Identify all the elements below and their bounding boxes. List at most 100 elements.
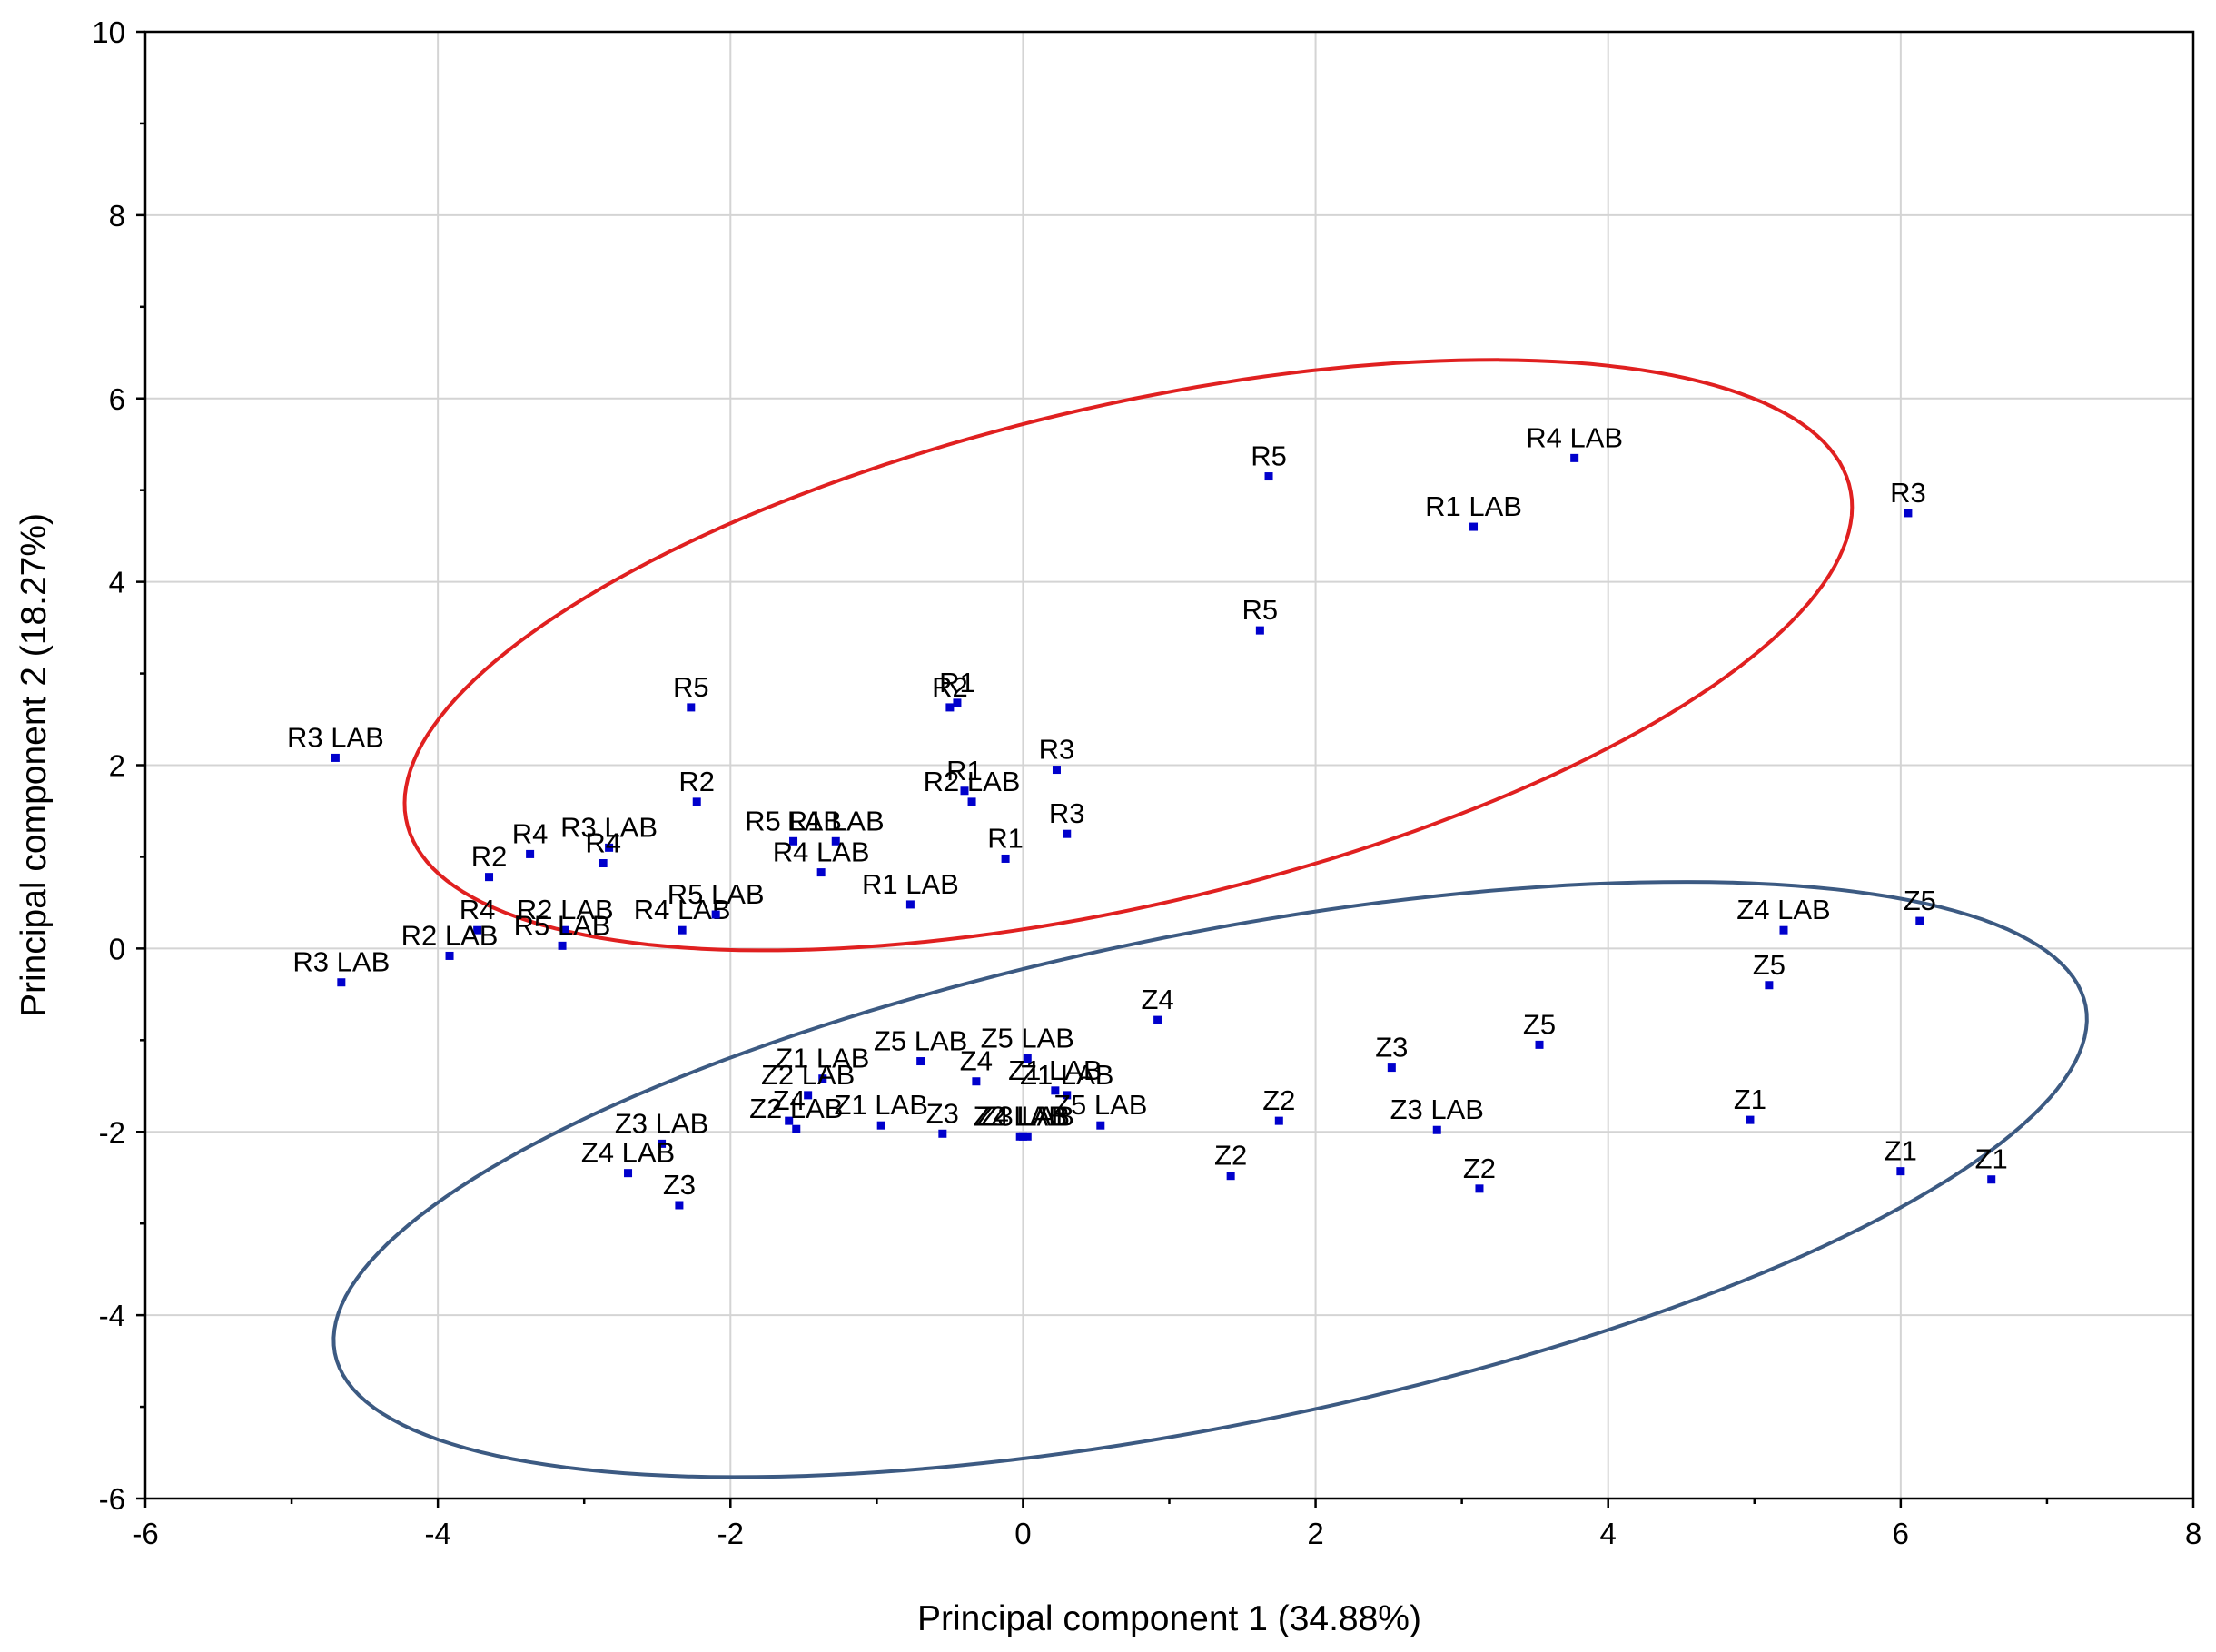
y-tick-label: -4 <box>99 1299 125 1332</box>
data-point <box>785 1116 794 1125</box>
data-point <box>1153 1015 1162 1024</box>
data-point-label: R3 <box>1890 477 1926 509</box>
data-point <box>473 925 482 935</box>
data-point <box>331 753 340 762</box>
data-point-label: Z5 LAB <box>874 1025 967 1057</box>
data-point-label: Z5 LAB <box>981 1023 1074 1054</box>
data-point <box>905 900 915 909</box>
data-point <box>876 1121 885 1130</box>
axis-ticks: -6 -4 -2 0 2 4 6 8 -6 -4 -2 0 2 4 6 8 10 <box>92 15 2201 1550</box>
data-point-label: Z3 <box>663 1169 696 1201</box>
data-point <box>711 910 720 919</box>
data-point-label: R3 LAB <box>287 721 384 753</box>
data-point <box>687 703 696 712</box>
y-axis-title: Principal component 2 (18.27%) <box>15 513 54 1017</box>
data-point <box>818 1074 827 1083</box>
y-tick-label: 0 <box>109 932 125 965</box>
data-point <box>1915 916 1924 925</box>
x-tick-label: 2 <box>1307 1517 1323 1550</box>
confidence-ellipses <box>331 358 2089 1479</box>
data-point-label: R5 <box>673 671 709 703</box>
data-point-label: Z1 LAB <box>1020 1059 1113 1091</box>
data-point-label: R5 LAB <box>514 909 611 941</box>
data-point-label: Z4 LAB <box>1736 894 1830 925</box>
data-point <box>1535 1040 1544 1049</box>
data-point <box>1096 1121 1105 1130</box>
data-point <box>1226 1172 1235 1181</box>
data-point <box>1779 925 1788 935</box>
data-point-label: R5 <box>1242 594 1279 626</box>
data-point <box>1063 1091 1072 1100</box>
data-point <box>916 1057 925 1066</box>
data-point-label: R1 <box>987 822 1024 854</box>
data-point <box>938 1129 947 1138</box>
data-point-label: R5 <box>1251 440 1287 472</box>
data-point-label: R4 <box>460 894 496 925</box>
data-point-label: Z2 <box>1463 1152 1496 1184</box>
data-point <box>816 868 826 877</box>
data-point-label: R2 LAB <box>924 766 1021 797</box>
data-point <box>1387 1063 1396 1073</box>
data-point-label: Z3 LAB <box>981 1100 1074 1132</box>
data-point <box>445 951 454 960</box>
x-tick-label: -6 <box>132 1517 158 1550</box>
x-tick-label: 8 <box>2185 1517 2201 1550</box>
confidence-ellipse <box>402 358 1855 953</box>
x-tick-label: -4 <box>424 1517 450 1550</box>
data-point <box>1001 854 1010 863</box>
data-point <box>692 797 701 806</box>
x-axis-title: Principal component 1 (34.88%) <box>917 1599 1421 1638</box>
data-point <box>1469 522 1479 531</box>
data-point-label: R2 LAB <box>517 894 614 925</box>
data-point <box>1570 453 1579 462</box>
data-point-label: Z4 <box>773 1084 806 1116</box>
data-point <box>1023 1132 1032 1141</box>
data-point-label: R5 LAB <box>745 805 842 836</box>
data-point-label: Z5 LAB <box>1054 1089 1147 1121</box>
data-point-label: R2 <box>678 766 715 797</box>
data-point <box>953 698 962 707</box>
data-point-label: Z4 <box>960 1045 993 1077</box>
data-point <box>1274 1116 1283 1125</box>
data-point-label: Z4 LAB <box>581 1137 675 1169</box>
data-point <box>1432 1125 1441 1134</box>
data-point <box>605 843 614 852</box>
data-point <box>804 1091 813 1100</box>
data-point <box>624 1169 633 1178</box>
data-point <box>1255 626 1264 635</box>
data-point <box>485 873 494 882</box>
data-point <box>1063 829 1072 838</box>
data-point-label: R5 LAB <box>668 878 765 910</box>
data-point-label: R3 <box>1049 797 1085 829</box>
data-point-label: R3 <box>1039 734 1075 766</box>
y-tick-label: 6 <box>109 382 125 416</box>
y-tick-label: -6 <box>99 1482 125 1516</box>
y-tick-label: 10 <box>92 15 125 49</box>
data-point <box>599 859 608 868</box>
data-point-label: R1 LAB <box>862 868 959 900</box>
data-point <box>967 797 976 806</box>
data-point <box>678 925 687 935</box>
data-point-label: Z1 <box>1975 1143 2008 1175</box>
data-point <box>945 703 955 712</box>
data-point-label: Z1 <box>1734 1083 1766 1115</box>
data-point <box>1904 509 1913 518</box>
data-point-label: Z4 LAB <box>976 1100 1070 1132</box>
data-point-label: Z3 LAB <box>615 1107 708 1139</box>
data-point-label: R2 <box>471 841 508 873</box>
data-point-label: Z2 LAB <box>749 1093 843 1124</box>
data-point <box>1051 1086 1060 1095</box>
data-point-label: Z5 <box>1753 949 1786 981</box>
data-point <box>960 786 969 796</box>
data-point-label: Z1 <box>1885 1135 1917 1167</box>
data-point <box>337 978 346 987</box>
y-tick-label: -2 <box>99 1115 125 1149</box>
data-point <box>1896 1167 1905 1176</box>
data-point <box>1023 1054 1032 1063</box>
data-point <box>1052 766 1061 775</box>
data-point <box>792 1124 801 1133</box>
data-point-label: R2 <box>932 671 968 703</box>
